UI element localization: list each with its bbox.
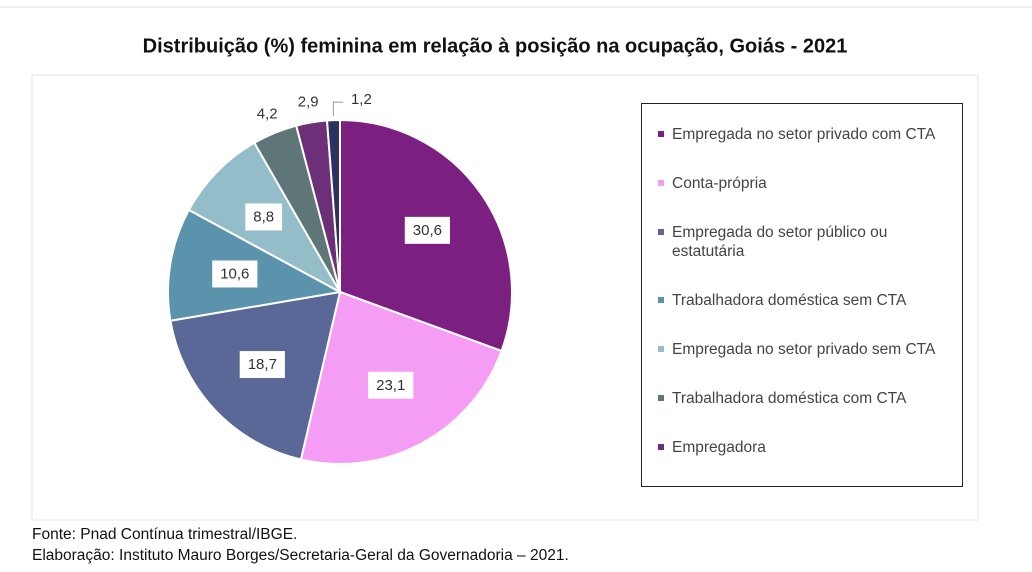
legend-swatch (658, 444, 664, 450)
data-label-box (368, 371, 414, 399)
data-label-group: 18,7 (239, 351, 285, 379)
data-label: 2,9 (298, 94, 319, 111)
legend-swatch (658, 395, 664, 401)
leader-line (332, 101, 344, 117)
legend: Empregada no setor privado com CTA Conta-… (641, 103, 963, 487)
data-label-group: 1,2 (351, 91, 372, 108)
legend-label: Trabalhadora doméstica sem CTA (672, 292, 907, 309)
chart-frame (31, 74, 979, 521)
data-label-group: 8,8 (245, 203, 283, 231)
pie-slice (325, 118, 341, 293)
legend-label: Empregada no setor privado sem CTA (672, 341, 936, 358)
data-label: 8,8 (253, 208, 274, 225)
source: Elaboração: Instituto Mauro Borges/Secre… (32, 547, 569, 564)
legend-item: Empregada no setor privado sem CTA (658, 340, 952, 359)
chart-title: Distribuição (%) feminina em relação à p… (143, 35, 848, 57)
legend-item: Trabalhadora doméstica com CTA (658, 389, 952, 408)
legend-item: Empregada no setor privado com CTA (658, 125, 952, 144)
legend-swatch (658, 346, 664, 352)
data-label-box (239, 351, 285, 379)
data-label: 4,2 (257, 105, 278, 122)
data-label: 23,1 (376, 377, 405, 394)
data-label: 30,6 (413, 222, 442, 239)
data-label-group: 10,6 (212, 260, 258, 288)
data-label-group: 4,2 (257, 105, 278, 122)
legend-item: Conta-própria (658, 174, 952, 193)
data-label-box (245, 203, 283, 231)
legend-label: Empregadora (672, 439, 766, 456)
legend-swatch (658, 131, 664, 137)
legend-swatch (658, 229, 664, 235)
source: Fonte: Pnad Contínua trimestral/IBGE. (32, 526, 298, 543)
data-label-group: 23,1 (368, 371, 414, 399)
data-label: 1,2 (351, 91, 372, 108)
legend-label: Conta-própria (672, 175, 767, 192)
legend-label: Trabalhadora doméstica com CTA (672, 390, 907, 407)
legend-swatch (658, 297, 664, 303)
legend-swatch (658, 180, 664, 186)
legend-item: Empregada do setor público ou estatutári… (658, 223, 952, 261)
data-label: 10,6 (220, 265, 249, 282)
legend-label: Empregada no setor privado com CTA (672, 126, 936, 143)
legend-item: Trabalhadora doméstica sem CTA (658, 291, 952, 310)
data-label: 18,7 (248, 356, 277, 373)
data-label-box (212, 260, 258, 288)
data-label-box (404, 216, 450, 244)
data-label-group: 2,9 (298, 94, 319, 111)
data-label-group: 30,6 (404, 216, 450, 244)
legend-item: Empregadora (658, 438, 952, 457)
legend-label: Empregada do setor público ou estatutári… (672, 224, 888, 260)
